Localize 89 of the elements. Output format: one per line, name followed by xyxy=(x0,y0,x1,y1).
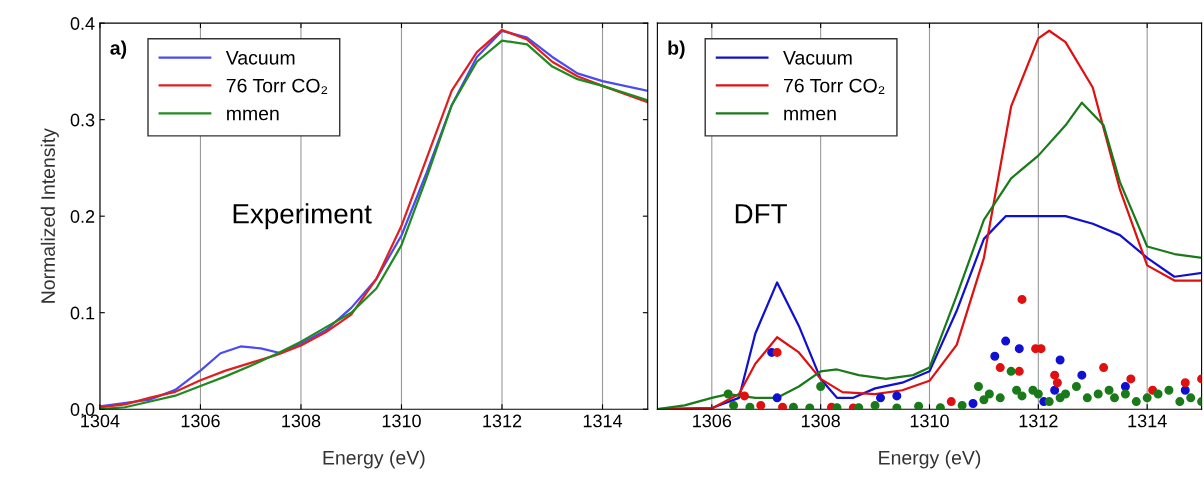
point xyxy=(946,397,956,407)
point xyxy=(788,402,798,410)
x-tick-label: 1306 xyxy=(693,414,732,428)
point xyxy=(1153,389,1163,399)
point xyxy=(1050,385,1060,395)
legend-label: mmen xyxy=(227,109,279,121)
point xyxy=(1120,389,1130,399)
x-tick-label: 1312 xyxy=(483,414,522,428)
point xyxy=(832,403,842,410)
legend-label: 76 Torr CO₂ xyxy=(226,78,328,94)
x-tick-label: 1306 xyxy=(181,414,220,428)
point xyxy=(892,391,902,401)
point xyxy=(979,395,989,405)
point xyxy=(984,389,994,399)
point xyxy=(756,400,766,410)
x-tick-label: 1308 xyxy=(801,414,840,428)
point xyxy=(990,351,1000,361)
point xyxy=(1001,336,1011,346)
point xyxy=(1120,381,1130,391)
point xyxy=(870,400,880,410)
annotation: a) xyxy=(110,40,127,59)
point xyxy=(729,400,739,410)
point xyxy=(1077,370,1087,380)
point xyxy=(1110,393,1120,403)
x-tick-label: 1314 xyxy=(1128,414,1167,428)
annotation: DFT xyxy=(735,204,787,224)
x-axis-title: Energy (eV) xyxy=(879,450,981,469)
point xyxy=(1006,366,1016,376)
point xyxy=(1082,393,1092,403)
point xyxy=(772,393,782,403)
point xyxy=(1164,385,1174,395)
y-tick-label: 0.0 xyxy=(70,403,95,416)
point xyxy=(935,403,945,410)
point xyxy=(778,402,788,410)
point xyxy=(1071,381,1081,391)
point xyxy=(876,393,886,403)
legend-label: 76 Torr CO₂ xyxy=(783,78,885,94)
point xyxy=(1012,385,1022,395)
point xyxy=(739,391,749,401)
x-axis-title: Energy (eV) xyxy=(323,450,425,469)
point xyxy=(1099,363,1109,373)
point xyxy=(1033,389,1043,399)
point xyxy=(1014,344,1024,354)
point xyxy=(1061,389,1071,399)
point xyxy=(1131,397,1141,407)
point xyxy=(973,381,983,391)
point xyxy=(816,381,826,391)
legend-label: mmen xyxy=(784,109,836,121)
point xyxy=(1014,366,1024,376)
point xyxy=(1017,391,1027,401)
point xyxy=(745,402,755,410)
y-tick-label: 0.3 xyxy=(70,113,95,127)
legend-label: Vacuum xyxy=(225,51,295,65)
y-axis-title: Normalized Intensity xyxy=(40,128,59,303)
y-tick-label: 0.4 xyxy=(70,17,95,30)
y-tick-label: 0.2 xyxy=(70,210,95,223)
point xyxy=(723,389,733,399)
point xyxy=(957,400,967,410)
annotation: b) xyxy=(668,40,685,59)
point xyxy=(1180,385,1190,395)
point xyxy=(914,401,924,410)
y-tick-label: 0.1 xyxy=(70,306,95,320)
point xyxy=(1126,374,1136,384)
x-tick-label: 1310 xyxy=(382,414,421,428)
point xyxy=(805,403,815,410)
x-tick-label: 1310 xyxy=(910,414,949,428)
legend-label: Vacuum xyxy=(783,51,852,65)
point xyxy=(1142,393,1152,403)
annotation: Experiment xyxy=(233,203,372,230)
point xyxy=(1175,397,1185,407)
point xyxy=(1017,294,1027,304)
point xyxy=(772,347,782,357)
point xyxy=(1186,393,1196,403)
point xyxy=(1055,355,1065,365)
point xyxy=(854,403,864,410)
point xyxy=(1044,397,1054,407)
point xyxy=(1052,378,1062,388)
point xyxy=(995,363,1005,373)
point xyxy=(1104,385,1114,395)
point xyxy=(892,403,902,410)
x-tick-label: 1304 xyxy=(81,414,120,428)
x-tick-label: 1312 xyxy=(1019,414,1058,428)
point xyxy=(995,393,1005,403)
point xyxy=(1093,389,1103,399)
point xyxy=(1050,370,1060,380)
point xyxy=(968,399,978,409)
x-tick-label: 1314 xyxy=(583,414,623,428)
x-tick-label: 1308 xyxy=(282,414,321,428)
point xyxy=(1180,378,1190,388)
